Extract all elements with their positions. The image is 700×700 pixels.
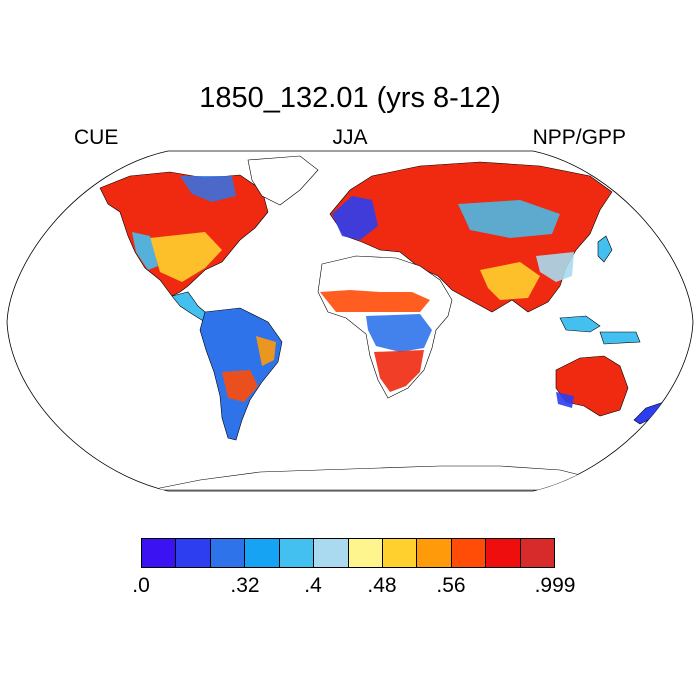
plot-title: 1850_132.01 (yrs 8-12) <box>199 82 501 114</box>
season-label: JJA <box>332 126 368 149</box>
islands-southeast-asia <box>559 315 641 345</box>
colorbar-swatch <box>314 539 349 567</box>
region-asia-lightblue <box>458 200 560 238</box>
region-south-america-orange <box>256 336 276 366</box>
region-europe-blue <box>332 196 378 240</box>
colorbar-swatch <box>142 539 177 567</box>
colorbar-swatch <box>348 539 383 567</box>
colorbar-swatch <box>279 539 315 567</box>
colorbar-label: .0 <box>132 574 150 597</box>
colorbar-label: .48 <box>367 574 397 597</box>
colorbar-swatch <box>417 539 452 567</box>
region-australia-blue <box>556 392 574 408</box>
continent-greenland <box>247 155 319 206</box>
colorbar-swatch <box>176 539 211 567</box>
region-africa-south <box>374 350 424 392</box>
colorbar <box>141 538 555 568</box>
colorbar-swatch <box>210 539 246 567</box>
colorbar-swatch <box>451 539 487 567</box>
colorbar-swatch <box>382 539 418 567</box>
colorbar-swatch <box>486 539 521 567</box>
colorbar-label: .56 <box>436 574 466 597</box>
colorbar-swatch <box>245 539 280 567</box>
continent-eurasia <box>329 161 613 313</box>
region-south-america-red <box>222 370 258 402</box>
region-north-america-blue <box>180 176 236 202</box>
island-japan <box>597 235 613 263</box>
region-north-america-yellow <box>150 232 222 282</box>
colorbar-label: .32 <box>230 574 260 597</box>
region-africa-central <box>366 314 432 352</box>
colorbar-swatch <box>520 539 555 567</box>
region-asia-yellow <box>480 262 540 300</box>
left-label: CUE <box>74 126 119 149</box>
colorbar-label: .4 <box>304 574 322 597</box>
right-label: NPP/GPP <box>532 126 626 149</box>
region-africa-sahel <box>320 290 430 312</box>
colorbar-label: .999 <box>534 574 576 597</box>
region-north-america-lightblue <box>132 232 158 270</box>
region-asia-south-lightblue <box>536 252 574 282</box>
